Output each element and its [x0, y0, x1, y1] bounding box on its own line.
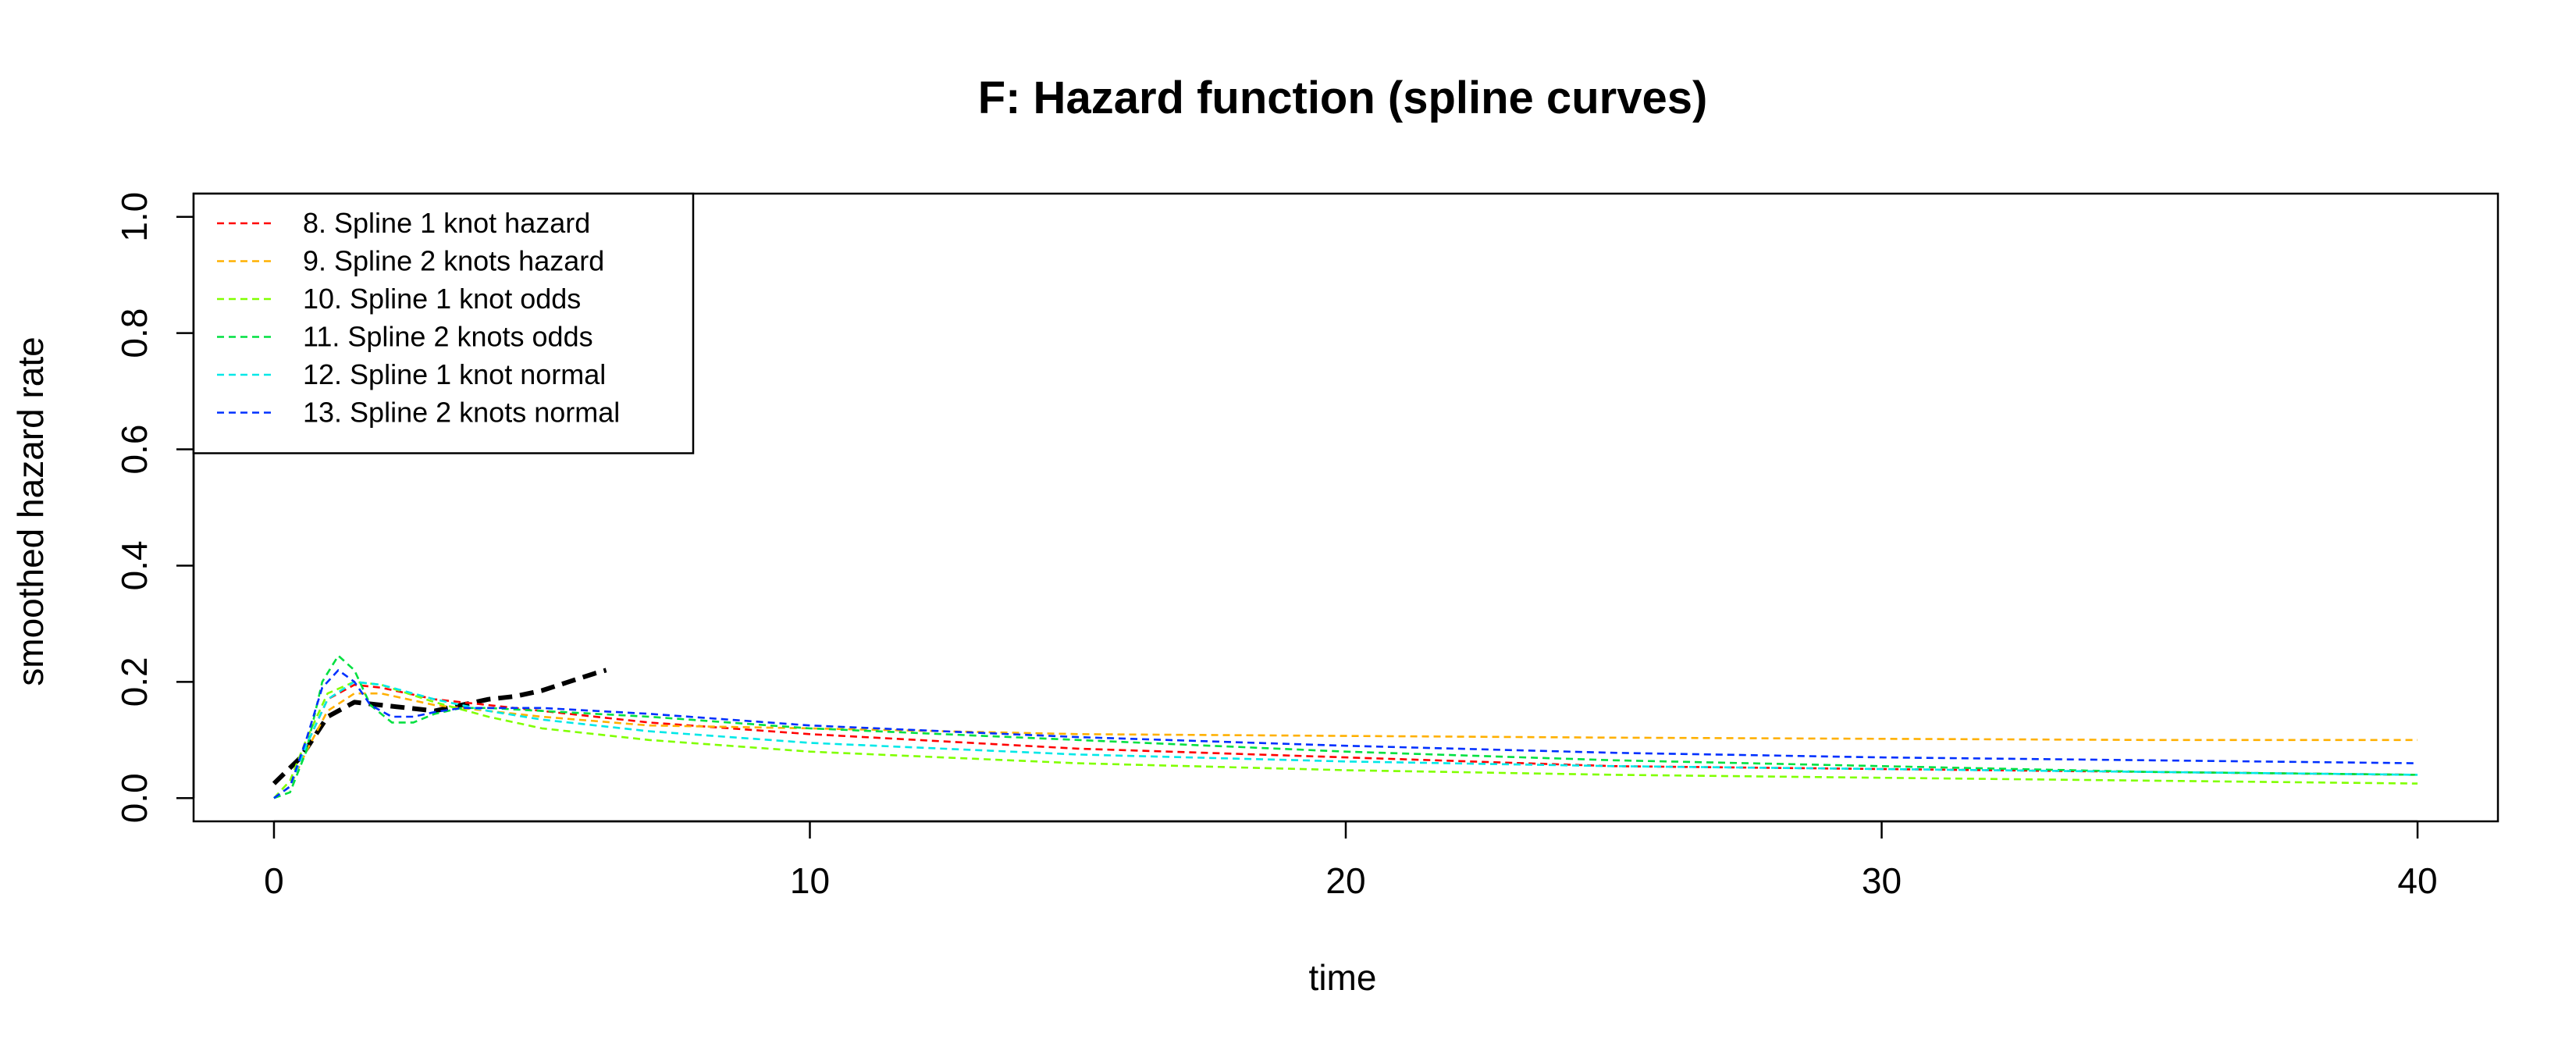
y-tick-label: 0.6 [114, 425, 155, 475]
legend-label: 10. Spline 1 knot odds [303, 283, 581, 315]
x-tick-label: 20 [1325, 860, 1365, 901]
series-line-4 [273, 680, 2418, 799]
x-axis-label: time [1309, 957, 1377, 998]
series-line-7 [273, 669, 2418, 799]
x-tick-label: 30 [1862, 860, 1902, 901]
legend-label: 8. Spline 1 knot hazard [303, 207, 590, 239]
axis-ticks: 0 10 20 30 40 0.0 0.2 0.4 0.6 0.8 1.0 [114, 192, 2438, 901]
y-tick-label: 0.8 [114, 308, 155, 358]
y-tick-label: 0.0 [114, 773, 155, 823]
legend-label: 12. Spline 1 knot normal [303, 358, 606, 390]
series-line-6 [273, 680, 2418, 799]
x-tick-label: 0 [264, 860, 284, 901]
legend: 8. Spline 1 knot hazard 9. Spline 2 knots… [192, 192, 695, 454]
series-line-5 [273, 654, 2418, 799]
x-tick-label: 40 [2397, 860, 2437, 901]
legend-label: 11. Spline 2 knots odds [303, 321, 593, 353]
series-line-1 [272, 668, 607, 785]
y-tick-label: 0.2 [114, 657, 155, 707]
legend-label: 13. Spline 2 knots normal [303, 397, 620, 429]
y-tick-label: 0.4 [114, 540, 155, 590]
legend-label: 9. Spline 2 knots hazard [303, 245, 604, 277]
legend-box [192, 192, 695, 454]
chart-title: F: Hazard function (spline curves) [978, 73, 1708, 123]
series-line-3 [273, 692, 2418, 799]
x-tick-label: 10 [790, 860, 830, 901]
y-axis-label: smoothed hazard rate [10, 336, 51, 686]
y-tick-label: 1.0 [114, 192, 155, 242]
series-lines [272, 654, 2418, 799]
